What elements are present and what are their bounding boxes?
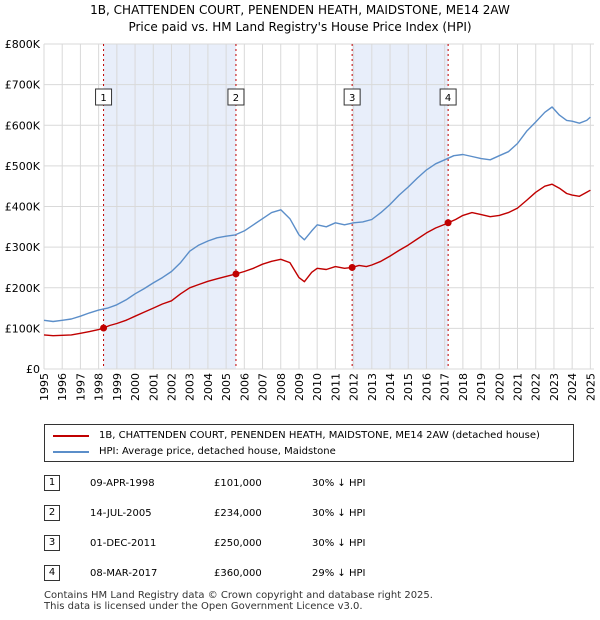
transaction-hpi: 30% ↓ HPI	[312, 508, 366, 519]
x-tick-label: 2000	[129, 373, 142, 401]
legend-swatch-hpi	[53, 451, 89, 453]
transaction-point	[444, 219, 452, 227]
legend-label-hpi: HPI: Average price, detached house, Maid…	[99, 446, 336, 457]
x-tick-label: 2018	[457, 373, 470, 401]
footer: Contains HM Land Registry data © Crown c…	[44, 590, 433, 612]
x-tick-label: 2007	[257, 373, 270, 401]
transaction-price: £250,000	[214, 538, 262, 549]
transaction-price: £234,000	[214, 508, 262, 519]
x-tick-label: 1996	[56, 373, 69, 401]
transaction-box	[227, 88, 245, 106]
transaction-badge: 1	[44, 475, 60, 491]
transaction-date: 08-MAR-2017	[90, 568, 158, 579]
x-tick-label: 2011	[329, 373, 342, 401]
transaction-box-label: 4	[445, 93, 451, 104]
y-tick-label: £800K	[5, 38, 41, 51]
chart-title: 1B, CHATTENDEN COURT, PENENDEN HEATH, MA…	[0, 2, 600, 36]
x-tick-label: 2003	[184, 373, 197, 401]
transaction-hpi: 29% ↓ HPI	[312, 568, 366, 579]
x-tick-label: 2012	[348, 373, 361, 401]
x-tick-label: 2020	[493, 373, 506, 401]
transaction-point	[100, 324, 108, 332]
transaction-badge: 2	[44, 505, 60, 521]
hpi-line	[43, 106, 591, 323]
x-tick-label: 2017	[439, 373, 452, 401]
transaction-date: 01-DEC-2011	[90, 538, 157, 549]
footer-line-2: This data is licensed under the Open Gov…	[44, 601, 363, 612]
footer-line-1: Contains HM Land Registry data © Crown c…	[44, 590, 433, 601]
x-tick-label: 2019	[475, 373, 488, 401]
x-tick-label: 1995	[38, 373, 51, 401]
transaction-price: £101,000	[214, 478, 262, 489]
transaction-hpi: 30% ↓ HPI	[312, 538, 366, 549]
transaction-box	[343, 88, 361, 106]
transaction-point	[232, 270, 240, 278]
x-tick-label: 1997	[74, 373, 87, 401]
x-tick-label: 2004	[202, 373, 215, 401]
x-tick-label: 2024	[566, 373, 579, 401]
transaction-price: £360,000	[214, 568, 262, 579]
x-tick-label: 2001	[147, 373, 160, 401]
transaction-date: 14-JUL-2005	[90, 508, 152, 519]
transaction-badge: 3	[44, 535, 60, 551]
transaction-box-label: 2	[233, 93, 239, 104]
transaction-badge: 4	[44, 565, 60, 581]
chart-area: 1 2 3 4 £0 £100K £200K £300K £400K £500K £600K £700…	[5, 38, 598, 401]
chart-title-line-1: 1B, CHATTENDEN COURT, PENENDEN HEATH, MA…	[90, 3, 510, 17]
x-tick-label: 2013	[366, 373, 379, 401]
legend-label-property: 1B, CHATTENDEN COURT, PENENDEN HEATH, MA…	[99, 430, 540, 441]
x-tick-label: 2005	[220, 373, 233, 401]
transaction-date: 09-APR-1998	[90, 478, 155, 489]
legend-swatch-property	[53, 435, 89, 437]
transaction-hpi: 30% ↓ HPI	[312, 478, 366, 489]
y-tick-label: £0	[26, 363, 40, 376]
y-tick-label: £600K	[5, 119, 41, 132]
y-tick-label: £200K	[5, 282, 41, 295]
x-tick-label: 2021	[512, 373, 525, 401]
property-price-line	[43, 183, 591, 337]
transaction-box-label: 1	[100, 93, 106, 104]
y-tick-label: £300K	[5, 241, 41, 254]
x-tick-label: 1999	[111, 373, 124, 401]
y-tick-label: £100K	[5, 322, 41, 335]
x-tick-label: 2016	[420, 373, 433, 401]
transaction-box	[439, 88, 457, 106]
x-tick-label: 2022	[530, 373, 543, 401]
y-tick-label: £700K	[5, 79, 41, 92]
x-tick-label: 2023	[548, 373, 561, 401]
y-tick-label: £500K	[5, 160, 41, 173]
x-tick-label: 2015	[402, 373, 415, 401]
y-tick-label: £400K	[5, 201, 41, 214]
x-tick-label: 2025	[584, 373, 597, 401]
legend: 1B, CHATTENDEN COURT, PENENDEN HEATH, MA…	[44, 424, 574, 462]
x-tick-label: 2014	[384, 373, 397, 401]
transaction-box	[95, 88, 113, 106]
x-tick-label: 2008	[275, 373, 288, 401]
transaction-box-label: 3	[349, 93, 355, 104]
x-tick-label: 2006	[238, 373, 251, 401]
x-tick-label: 2010	[311, 373, 324, 401]
x-tick-label: 1998	[93, 373, 106, 401]
x-tick-label: 2002	[165, 373, 178, 401]
chart-title-line-2: Price paid vs. HM Land Registry's House …	[128, 20, 472, 34]
transaction-point	[348, 263, 356, 271]
x-tick-label: 2009	[293, 373, 306, 401]
